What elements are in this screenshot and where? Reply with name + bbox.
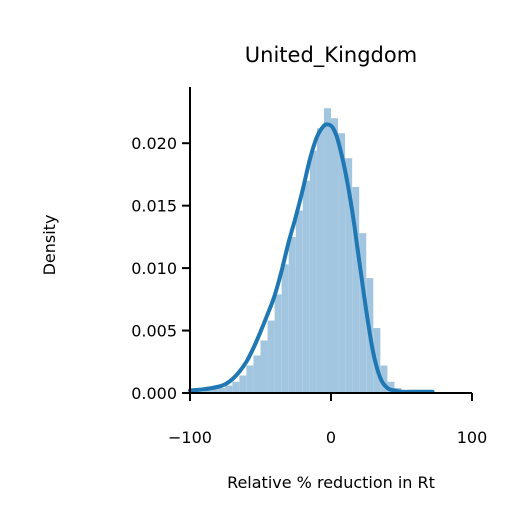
histogram-bar [253,356,260,393]
y-tick-label: 0.020 [131,134,177,153]
x-tick-label: 100 [457,428,488,447]
histogram-bar [268,321,275,393]
y-axis-label: Density [40,215,59,276]
y-tick-label: 0.010 [131,259,177,278]
histogram-bar [232,382,239,393]
histogram-bar [296,211,303,393]
histogram-bar [331,118,338,393]
y-tick-label: 0.015 [131,197,177,216]
histogram-bar [289,237,296,393]
y-tick-label: 0.000 [131,384,177,403]
histogram-bar [246,366,253,393]
y-tick-label: 0.005 [131,322,177,341]
histogram-bar [310,151,317,393]
histogram-bar [317,128,324,393]
x-tick-label: 0 [326,428,336,447]
y-axis-ticks: 0.000 0.005 0.010 0.015 0.020 [131,134,190,403]
histogram-bar [275,294,282,393]
histogram [190,108,430,393]
chart-title: United_Kingdom [245,43,417,68]
histogram-bar [282,264,289,393]
histogram-bar [324,108,331,393]
histogram-bar [239,376,246,393]
histogram-bar [303,181,310,393]
x-axis-ticks: −100 0 100 [168,393,487,447]
histogram-bar [261,341,268,393]
histogram-bar [225,386,232,393]
x-axis-label: Relative % reduction in Rt [227,473,435,492]
x-tick-label: −100 [168,428,212,447]
